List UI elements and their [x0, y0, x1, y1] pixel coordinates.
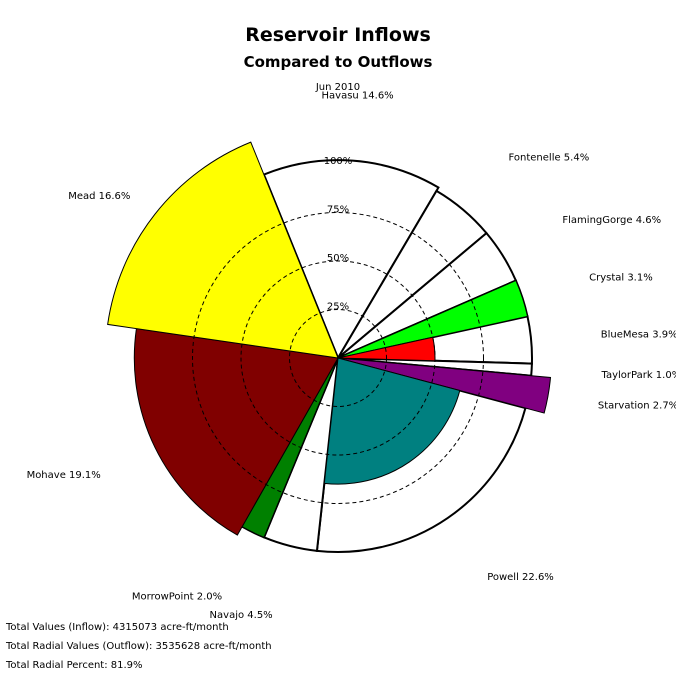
footer-outflow: Total Radial Values (Outflow): 3535628 a…: [6, 641, 272, 652]
grid-label-100: 100%: [324, 156, 353, 167]
slice-label-havasu: Havasu 14.6%: [322, 91, 394, 102]
grid-circle-25: [289, 309, 387, 407]
slice-label-mohave: Mohave 19.1%: [27, 470, 101, 481]
slice-label-navajo: Navajo 4.5%: [210, 610, 273, 621]
chart-title: Reservoir Inflows: [245, 24, 431, 46]
outflow-wedge-havasu: [262, 159, 440, 361]
grid-circle-50: [240, 260, 436, 456]
slice-label-morrowpoint: MorrowPoint 2.0%: [132, 591, 222, 602]
slice-label-bluemesa: BlueMesa 3.9%: [601, 329, 676, 340]
footer-percent: Total Radial Percent: 81.9%: [6, 660, 143, 671]
inflow-wedge-powell: [323, 357, 461, 485]
chart-subtitle: Compared to Outflows: [243, 53, 433, 71]
inflow-wedge-crystal: [337, 279, 529, 359]
chart-date: Jun 2010: [315, 82, 361, 93]
slice-label-flaminggorge: FlamingGorge 4.6%: [562, 215, 661, 226]
slice-label-crystal: Crystal 3.1%: [589, 273, 653, 284]
inflow-wedge-mohave: [133, 328, 339, 536]
grid-label-50: 50%: [327, 253, 349, 264]
grid-label-75: 75%: [327, 205, 349, 216]
inflow-wedges: [107, 141, 552, 538]
slice-label-taylorpark: TaylorPark 1.0%: [601, 370, 676, 381]
slice-label-powell: Powell 22.6%: [487, 572, 554, 583]
slice-label-mead: Mead 16.6%: [68, 191, 130, 202]
inflow-wedge-mead: [107, 141, 339, 359]
footer-inflow: Total Values (Inflow): 4315073 acre-ft/m…: [6, 622, 229, 633]
slice-label-fontenelle: Fontenelle 5.4%: [509, 152, 590, 163]
grid-circle-75: [192, 212, 484, 504]
slice-labels: Havasu 14.6% Fontenelle 5.4% FlamingGorge …: [27, 91, 676, 621]
slice-label-starvation: Starvation 2.7%: [598, 400, 676, 411]
radial-grid: 25% 50% 75% 100%: [192, 156, 484, 504]
grid-label-25: 25%: [327, 302, 349, 313]
